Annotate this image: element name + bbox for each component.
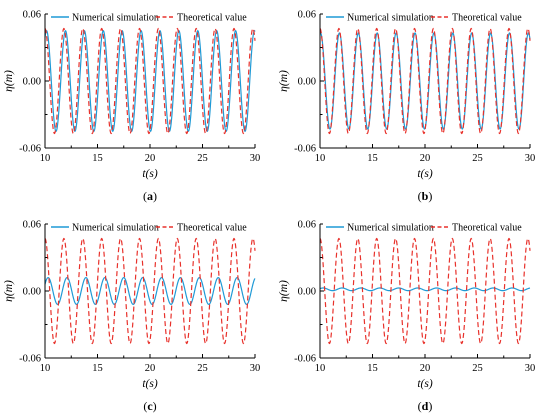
x-tick-label: 25 [472,153,483,164]
series-line-theoretical [319,27,531,135]
caption-close-paren: ) [428,189,432,203]
x-tick-label: 30 [525,153,536,164]
x-axis-label: t(s) [417,168,433,180]
y-axis-label: η(m) [278,280,290,302]
caption-close-paren: ) [153,189,157,203]
chart-panel-d: 10 15 20 25 30 0.06 0.00 -0.06 t(s) η(m) Numerical… [275,210,550,420]
caption-open-paren: ( [143,399,147,413]
x-tick-label: 15 [367,153,378,164]
y-tick-label: 0.00 [23,77,41,88]
series-line-numerical [319,287,531,292]
x-tick-label: 20 [145,153,156,164]
caption-open-paren: ( [143,189,147,203]
series-line-theoretical [319,237,531,345]
caption-open-paren: ( [418,399,422,413]
caption-letter: d [422,399,429,413]
legend-background [48,221,252,234]
x-tick-label: 10 [40,363,51,374]
x-tick-label: 25 [197,363,208,374]
chart-svg: 10 15 20 25 30 0.06 0.00 -0.06 t(s) η(m) Numerical… [278,10,536,204]
legend-background [323,221,527,234]
x-tick-label: 20 [420,363,431,374]
y-tick-label: 0.00 [23,287,41,298]
legend-label: Theoretical value [177,13,247,24]
x-tick-label: 30 [250,363,261,374]
y-tick-label: -0.06 [19,144,41,155]
x-tick-label: 10 [40,153,51,164]
x-tick-label: 25 [472,363,483,374]
legend: Numerical simulation Theoretical value [48,221,252,234]
x-tick-label: 15 [92,153,103,164]
y-tick-label: 0.06 [23,10,41,21]
x-tick-label: 10 [315,363,326,374]
caption-open-paren: ( [418,189,422,203]
x-tick-label: 20 [145,363,156,374]
y-tick-label: 0.06 [298,10,316,21]
y-axis-label: η(m) [3,280,15,302]
legend-label: Theoretical value [177,223,247,234]
caption-close-paren: ) [153,399,157,413]
x-tick-label: 15 [92,363,103,374]
x-tick-label: 10 [315,153,326,164]
series-line-numerical [44,30,256,132]
series-line-theoretical [44,237,256,345]
y-tick-label: -0.06 [294,354,316,365]
legend-label: Numerical simulation [347,13,434,24]
y-tick-label: 0.06 [23,220,41,231]
chart-panel-c: 10 15 20 25 30 0.06 0.00 -0.06 t(s) η(m) Numerical… [0,210,275,420]
legend-label: Numerical simulation [72,13,159,24]
x-tick-label: 30 [250,153,261,164]
legend-background [323,11,527,24]
y-axis-label: η(m) [3,70,15,92]
legend-label: Theoretical value [452,223,522,234]
x-axis-label: t(s) [417,378,433,390]
x-axis-label: t(s) [142,168,158,180]
x-tick-label: 25 [197,153,208,164]
legend-label: Theoretical value [452,13,522,24]
x-axis-label: t(s) [142,378,158,390]
x-tick-label: 20 [420,153,431,164]
legend: Numerical simulation Theoretical value [323,221,527,234]
y-axis-label: η(m) [278,70,290,92]
legend-background [48,11,252,24]
x-tick-label: 15 [367,363,378,374]
chart-svg: 10 15 20 25 30 0.06 0.00 -0.06 t(s) η(m) Numerical… [3,10,261,204]
y-tick-label: 0.06 [298,220,316,231]
chart-svg: 10 15 20 25 30 0.06 0.00 -0.06 t(s) η(m) Numerical… [278,220,536,414]
y-tick-label: 0.00 [298,77,316,88]
series-line-theoretical [44,27,256,135]
legend-label: Numerical simulation [347,223,434,234]
legend: Numerical simulation Theoretical value [48,11,252,24]
x-tick-label: 30 [525,363,536,374]
panel-caption: (a) [143,189,157,203]
chart-panel-b: 10 15 20 25 30 0.06 0.00 -0.06 t(s) η(m) Numerical… [275,0,550,210]
series-line-numerical [44,276,256,306]
panel-caption: (b) [418,189,433,203]
legend-label: Numerical simulation [72,223,159,234]
caption-letter: c [147,399,153,413]
caption-close-paren: ) [428,399,432,413]
chart-panel-a: 10 15 20 25 30 0.06 0.00 -0.06 t(s) η(m) Numerical… [0,0,275,210]
y-tick-label: 0.00 [298,287,316,298]
caption-letter: a [147,189,153,203]
chart-svg: 10 15 20 25 30 0.06 0.00 -0.06 t(s) η(m) Numerical… [3,220,261,414]
caption-letter: b [422,189,429,203]
panel-caption: (d) [418,399,433,413]
legend: Numerical simulation Theoretical value [323,11,527,24]
y-tick-label: -0.06 [294,144,316,155]
panel-caption: (c) [143,399,156,413]
y-tick-label: -0.06 [19,354,41,365]
